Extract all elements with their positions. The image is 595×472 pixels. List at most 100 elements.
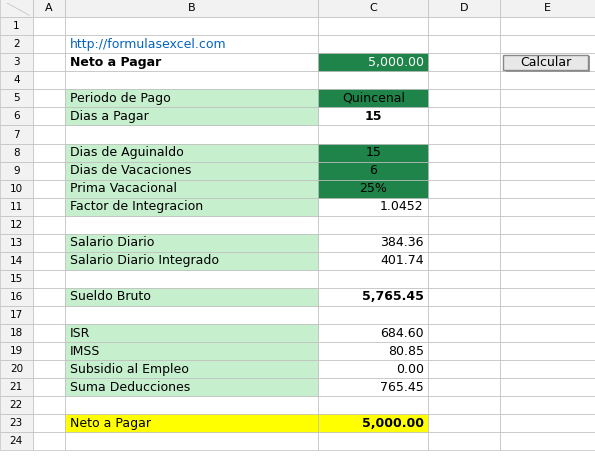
FancyBboxPatch shape xyxy=(33,53,65,71)
Text: 0.00: 0.00 xyxy=(396,362,424,376)
FancyBboxPatch shape xyxy=(318,143,428,161)
FancyBboxPatch shape xyxy=(500,71,595,89)
Text: Dias de Vacaciones: Dias de Vacaciones xyxy=(70,164,192,177)
FancyBboxPatch shape xyxy=(65,432,318,450)
FancyBboxPatch shape xyxy=(500,414,595,432)
FancyBboxPatch shape xyxy=(0,396,33,414)
FancyBboxPatch shape xyxy=(65,143,318,161)
FancyBboxPatch shape xyxy=(428,378,500,396)
FancyBboxPatch shape xyxy=(65,108,318,126)
FancyBboxPatch shape xyxy=(318,17,428,35)
FancyBboxPatch shape xyxy=(33,35,65,53)
FancyBboxPatch shape xyxy=(428,306,500,324)
FancyBboxPatch shape xyxy=(500,288,595,306)
FancyBboxPatch shape xyxy=(0,108,33,126)
FancyBboxPatch shape xyxy=(318,53,428,71)
FancyBboxPatch shape xyxy=(318,306,428,324)
FancyBboxPatch shape xyxy=(318,396,428,414)
FancyBboxPatch shape xyxy=(500,234,595,252)
FancyBboxPatch shape xyxy=(500,0,595,17)
FancyBboxPatch shape xyxy=(65,270,318,288)
FancyBboxPatch shape xyxy=(65,288,318,306)
FancyBboxPatch shape xyxy=(65,198,318,216)
FancyBboxPatch shape xyxy=(428,396,500,414)
FancyBboxPatch shape xyxy=(318,161,428,180)
FancyBboxPatch shape xyxy=(0,324,33,342)
FancyBboxPatch shape xyxy=(428,216,500,234)
Text: Dias de Aguinaldo: Dias de Aguinaldo xyxy=(70,146,184,159)
FancyBboxPatch shape xyxy=(33,71,65,89)
FancyBboxPatch shape xyxy=(33,270,65,288)
FancyBboxPatch shape xyxy=(0,180,33,198)
FancyBboxPatch shape xyxy=(65,414,318,432)
FancyBboxPatch shape xyxy=(0,288,33,306)
FancyBboxPatch shape xyxy=(65,414,318,432)
Text: 15: 15 xyxy=(365,110,382,123)
FancyBboxPatch shape xyxy=(65,108,318,126)
Text: Salario Diario Integrado: Salario Diario Integrado xyxy=(70,254,219,267)
Text: 765.45: 765.45 xyxy=(380,381,424,394)
Text: Dias a Pagar: Dias a Pagar xyxy=(70,110,149,123)
FancyBboxPatch shape xyxy=(318,360,428,378)
FancyBboxPatch shape xyxy=(65,234,318,252)
Text: 6: 6 xyxy=(369,164,377,177)
Text: 5,000.00: 5,000.00 xyxy=(368,56,424,69)
Text: 14: 14 xyxy=(10,256,23,266)
FancyBboxPatch shape xyxy=(65,71,318,89)
FancyBboxPatch shape xyxy=(33,143,65,161)
FancyBboxPatch shape xyxy=(0,35,33,53)
FancyBboxPatch shape xyxy=(65,342,318,360)
FancyBboxPatch shape xyxy=(500,378,595,396)
FancyBboxPatch shape xyxy=(428,180,500,198)
FancyBboxPatch shape xyxy=(65,378,318,396)
FancyBboxPatch shape xyxy=(500,180,595,198)
Text: 15: 15 xyxy=(365,146,381,159)
FancyBboxPatch shape xyxy=(500,306,595,324)
FancyBboxPatch shape xyxy=(0,53,33,71)
FancyBboxPatch shape xyxy=(428,324,500,342)
FancyBboxPatch shape xyxy=(0,216,33,234)
FancyBboxPatch shape xyxy=(428,161,500,180)
FancyBboxPatch shape xyxy=(500,126,595,143)
Text: 12: 12 xyxy=(10,220,23,230)
FancyBboxPatch shape xyxy=(33,252,65,270)
FancyBboxPatch shape xyxy=(65,180,318,198)
FancyBboxPatch shape xyxy=(318,252,428,270)
FancyBboxPatch shape xyxy=(65,17,318,35)
FancyBboxPatch shape xyxy=(428,17,500,35)
FancyBboxPatch shape xyxy=(33,161,65,180)
Text: 22: 22 xyxy=(10,400,23,410)
FancyBboxPatch shape xyxy=(428,126,500,143)
FancyBboxPatch shape xyxy=(0,17,33,35)
Text: 18: 18 xyxy=(10,328,23,338)
FancyBboxPatch shape xyxy=(428,198,500,216)
FancyBboxPatch shape xyxy=(65,234,318,252)
FancyBboxPatch shape xyxy=(0,306,33,324)
FancyBboxPatch shape xyxy=(33,108,65,126)
Text: 16: 16 xyxy=(10,292,23,302)
Text: 80.85: 80.85 xyxy=(387,345,424,358)
FancyBboxPatch shape xyxy=(428,53,500,71)
FancyBboxPatch shape xyxy=(500,432,595,450)
FancyBboxPatch shape xyxy=(0,126,33,143)
Text: D: D xyxy=(460,3,468,13)
FancyBboxPatch shape xyxy=(318,432,428,450)
FancyBboxPatch shape xyxy=(428,35,500,53)
Text: 21: 21 xyxy=(10,382,23,392)
Text: 2: 2 xyxy=(13,39,20,49)
FancyBboxPatch shape xyxy=(428,432,500,450)
FancyBboxPatch shape xyxy=(318,89,428,108)
FancyBboxPatch shape xyxy=(318,108,428,126)
FancyBboxPatch shape xyxy=(0,270,33,288)
FancyBboxPatch shape xyxy=(500,396,595,414)
FancyBboxPatch shape xyxy=(33,306,65,324)
Text: 6: 6 xyxy=(13,111,20,121)
FancyBboxPatch shape xyxy=(0,89,33,108)
FancyBboxPatch shape xyxy=(318,143,428,161)
FancyBboxPatch shape xyxy=(33,0,65,17)
Text: 24: 24 xyxy=(10,437,23,447)
FancyBboxPatch shape xyxy=(318,324,428,342)
Text: 10: 10 xyxy=(10,184,23,194)
Text: Periodo de Pago: Periodo de Pago xyxy=(70,92,171,105)
FancyBboxPatch shape xyxy=(500,17,595,35)
